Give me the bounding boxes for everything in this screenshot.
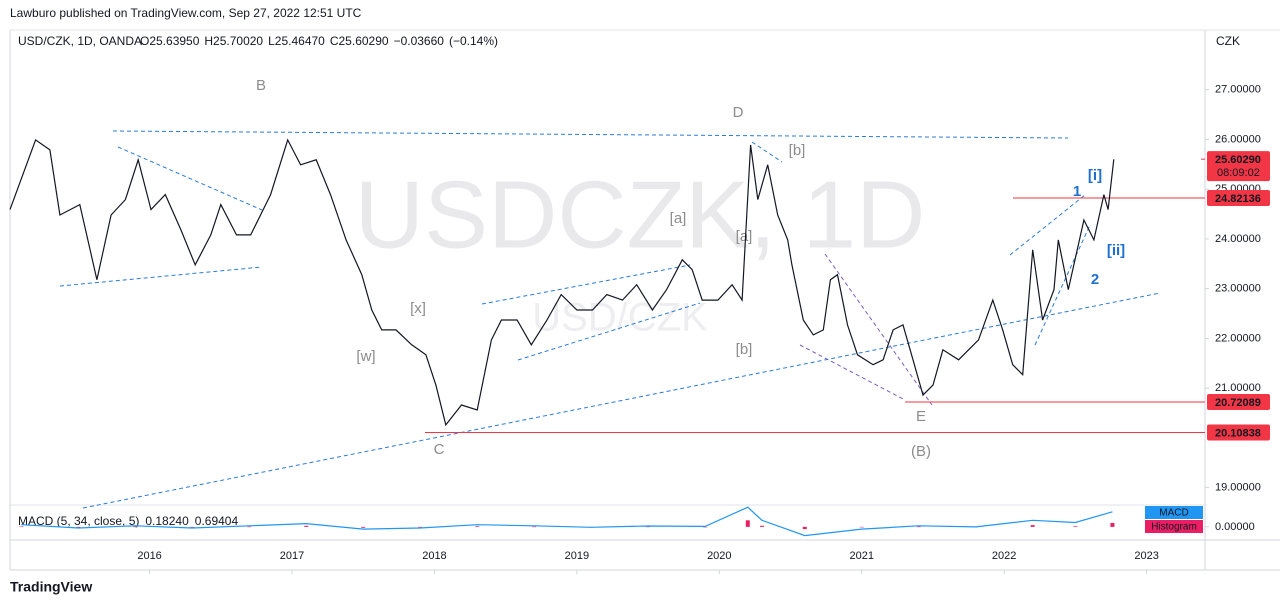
wave-label: E xyxy=(916,408,926,425)
ohlc-value: −0.03660 xyxy=(394,34,445,48)
x-tick-label: 2017 xyxy=(280,550,304,562)
wave-label: D xyxy=(733,104,744,121)
histogram-bar xyxy=(916,526,921,528)
level-label: 20.72089 xyxy=(1215,397,1261,409)
wave-label: B xyxy=(256,77,266,94)
wave-label: [a] xyxy=(670,210,687,227)
series-tag xyxy=(1145,506,1203,519)
histogram-bar xyxy=(646,526,651,528)
watermark: USDCZK, 1D xyxy=(355,161,926,268)
ohlc-value: H25.70020 xyxy=(204,34,263,48)
series-tag xyxy=(1145,520,1203,533)
symbol-legend: USD/CZK, 1D, OANDA O25.63950 H25.70020 L25… xyxy=(18,34,498,48)
histogram-bar xyxy=(802,526,807,530)
wave-label: [x] xyxy=(410,300,426,317)
level-tag xyxy=(1207,424,1270,441)
price-line xyxy=(9,138,1115,427)
macd-title: MACD (5, 34, close, 5) xyxy=(18,514,139,528)
histogram-bar xyxy=(532,526,537,528)
wave-label: [ii] xyxy=(1107,242,1125,259)
histogram-bar xyxy=(418,526,423,528)
ohlc-value: O25.63950 xyxy=(140,34,200,48)
macd-legend-value: 0.18240 xyxy=(145,514,189,528)
histogram-bar xyxy=(1030,525,1035,527)
wave-label: 2 xyxy=(1091,271,1099,288)
wave-label: [i] xyxy=(1088,167,1102,184)
y-tick-label: 27.00000 xyxy=(1215,84,1261,96)
legend-entry: MACD xyxy=(1159,508,1188,519)
level-label: 20.10838 xyxy=(1215,427,1261,439)
countdown-label: 08:09:02 xyxy=(1217,167,1260,179)
histogram-bar xyxy=(1110,522,1115,527)
wave-label: [b] xyxy=(736,341,753,358)
x-tick-label: 2016 xyxy=(137,550,161,562)
y-tick-label: 21.00000 xyxy=(1215,382,1261,394)
legend-entry: Histogram xyxy=(1151,522,1197,533)
footer-brand: TradingView xyxy=(10,579,92,595)
histogram-bar xyxy=(361,526,366,528)
x-tick-label: 2020 xyxy=(707,550,731,562)
ohlc-value: C25.60290 xyxy=(330,34,389,48)
y-tick-label: 0.00000 xyxy=(1215,521,1255,533)
x-tick-label: 2021 xyxy=(849,550,873,562)
x-tick-label: 2019 xyxy=(565,550,589,562)
wave-label: 1 xyxy=(1073,183,1081,200)
macd-legend-value: 0.69404 xyxy=(195,514,239,528)
y-tick-label: 23.00000 xyxy=(1215,283,1261,295)
histogram-bar xyxy=(190,526,195,528)
histogram-bar xyxy=(304,525,309,527)
y-tick-label: 24.00000 xyxy=(1215,233,1261,245)
x-tick-label: 2018 xyxy=(422,550,446,562)
wave-label: C xyxy=(434,441,445,458)
ohlc-value: L25.46470 xyxy=(268,34,325,48)
symbol-title: USD/CZK, 1D, OANDA xyxy=(18,34,142,48)
level-tag xyxy=(1207,393,1270,410)
wave-label: [w] xyxy=(356,348,375,365)
histogram-bar xyxy=(247,526,252,528)
last-price-tag xyxy=(1207,151,1270,182)
histogram-bar xyxy=(703,526,708,528)
histogram-bar xyxy=(133,526,138,527)
histogram-bar xyxy=(76,526,81,528)
currency-label: CZK xyxy=(1216,34,1240,48)
histogram-bar xyxy=(859,526,864,528)
trend-lines xyxy=(59,130,1161,509)
histogram-bar xyxy=(1073,526,1078,527)
ohlc-value: (−0.14%) xyxy=(449,34,498,48)
wave-label: [a] xyxy=(736,228,753,245)
x-tick-label: 2023 xyxy=(1134,550,1158,562)
histogram-bar xyxy=(760,525,765,527)
y-tick-label: 26.00000 xyxy=(1215,133,1261,145)
wave-label: (B) xyxy=(911,443,931,460)
macd-line xyxy=(21,506,1113,537)
watermark-symbol: USD/CZK xyxy=(532,296,708,340)
y-tick-label: 19.00000 xyxy=(1215,481,1261,493)
histogram-bar xyxy=(19,526,24,527)
histogram-bar xyxy=(475,526,480,527)
macd-legend: MACD (5, 34, close, 5) 0.18240 0.69404 xyxy=(18,514,238,528)
level-tag xyxy=(1207,190,1270,207)
level-label: 24.82136 xyxy=(1215,193,1261,205)
publish-info: Lawburo published on TradingView.com, Se… xyxy=(10,6,362,20)
x-tick-label: 2022 xyxy=(992,550,1016,562)
last-price-label: 25.60290 xyxy=(1215,154,1261,166)
y-tick-label: 22.00000 xyxy=(1215,332,1261,344)
histogram-bar xyxy=(745,520,750,527)
wave-label: [b] xyxy=(789,142,806,159)
